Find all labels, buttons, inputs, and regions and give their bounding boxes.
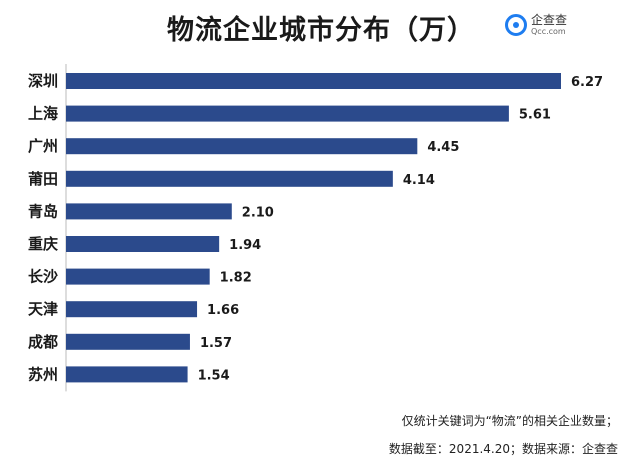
chart-title: 物流企业城市分布（万） bbox=[167, 15, 475, 46]
logo-domain: Qcc.com bbox=[531, 27, 566, 36]
bar bbox=[66, 105, 509, 122]
value-label: 1.54 bbox=[198, 368, 230, 383]
value-label: 2.10 bbox=[242, 205, 274, 220]
bar bbox=[66, 366, 188, 383]
bar bbox=[66, 203, 232, 220]
category-label: 莆田 bbox=[28, 170, 58, 188]
value-label: 1.94 bbox=[229, 238, 261, 253]
footnote-scope: 仅统计关键词为“物流”的相关企业数量； bbox=[401, 414, 618, 428]
value-label: 4.45 bbox=[427, 140, 459, 155]
value-label: 1.82 bbox=[220, 271, 252, 286]
category-label: 重庆 bbox=[28, 235, 58, 253]
qcc-logo-icon bbox=[505, 14, 527, 36]
value-label: 6.27 bbox=[571, 75, 603, 90]
value-label: 5.61 bbox=[519, 108, 551, 123]
category-label: 深圳 bbox=[28, 72, 58, 90]
bar bbox=[66, 170, 393, 187]
category-label: 成都 bbox=[28, 333, 58, 351]
category-label: 天津 bbox=[28, 300, 58, 318]
category-label: 广州 bbox=[28, 137, 58, 155]
brand-logo: 企查查 Qcc.com bbox=[505, 14, 567, 36]
category-label: 长沙 bbox=[28, 268, 58, 286]
value-label: 1.57 bbox=[200, 336, 232, 351]
bar bbox=[66, 138, 418, 155]
category-label: 上海 bbox=[28, 105, 58, 123]
bar bbox=[66, 301, 198, 318]
logo-name: 企查查 bbox=[531, 13, 568, 27]
bar bbox=[66, 333, 190, 350]
category-label: 苏州 bbox=[28, 365, 58, 383]
footnote-source: 数据截至：2021.4.20；数据来源：企查查 bbox=[388, 442, 618, 456]
category-label: 青岛 bbox=[28, 202, 58, 220]
value-label: 4.14 bbox=[403, 173, 435, 188]
bar bbox=[66, 73, 561, 89]
value-label: 1.66 bbox=[207, 303, 239, 318]
bar bbox=[66, 236, 220, 252]
bar bbox=[66, 268, 210, 285]
